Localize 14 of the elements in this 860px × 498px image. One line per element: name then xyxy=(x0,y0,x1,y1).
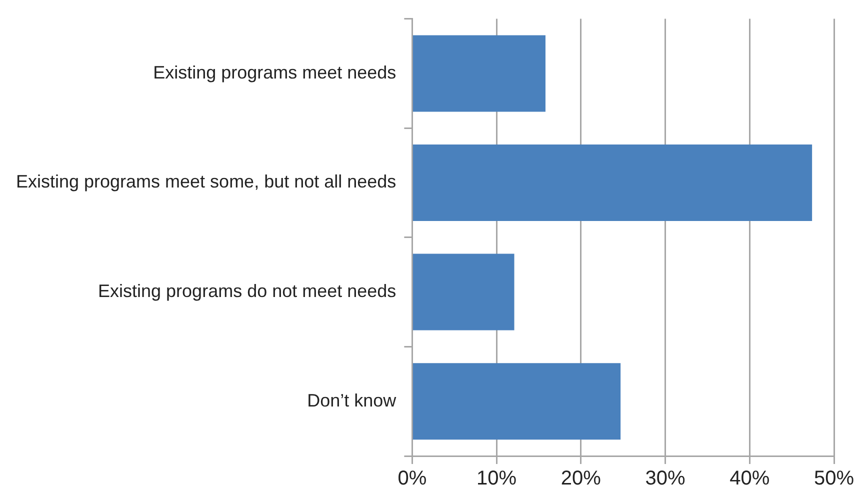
y-tick-label: Existing programs meet some, but not all needs xyxy=(16,172,396,192)
bar xyxy=(412,254,514,330)
y-tick-label: Existing programs do not meet needs xyxy=(98,281,396,302)
x-tick-label: 10% xyxy=(476,468,517,490)
x-tick-label: 30% xyxy=(645,468,686,490)
x-tick-label: 20% xyxy=(560,468,602,490)
bar xyxy=(412,144,812,222)
x-tick-label: 0% xyxy=(398,468,427,490)
x-tick-label: 50% xyxy=(814,468,854,490)
bar xyxy=(412,363,621,440)
x-tick-label: 40% xyxy=(730,468,770,490)
y-tick-label: Don’t know xyxy=(307,390,398,410)
y-tick-label: Existing programs meet needs xyxy=(153,62,396,82)
bar xyxy=(412,35,546,112)
